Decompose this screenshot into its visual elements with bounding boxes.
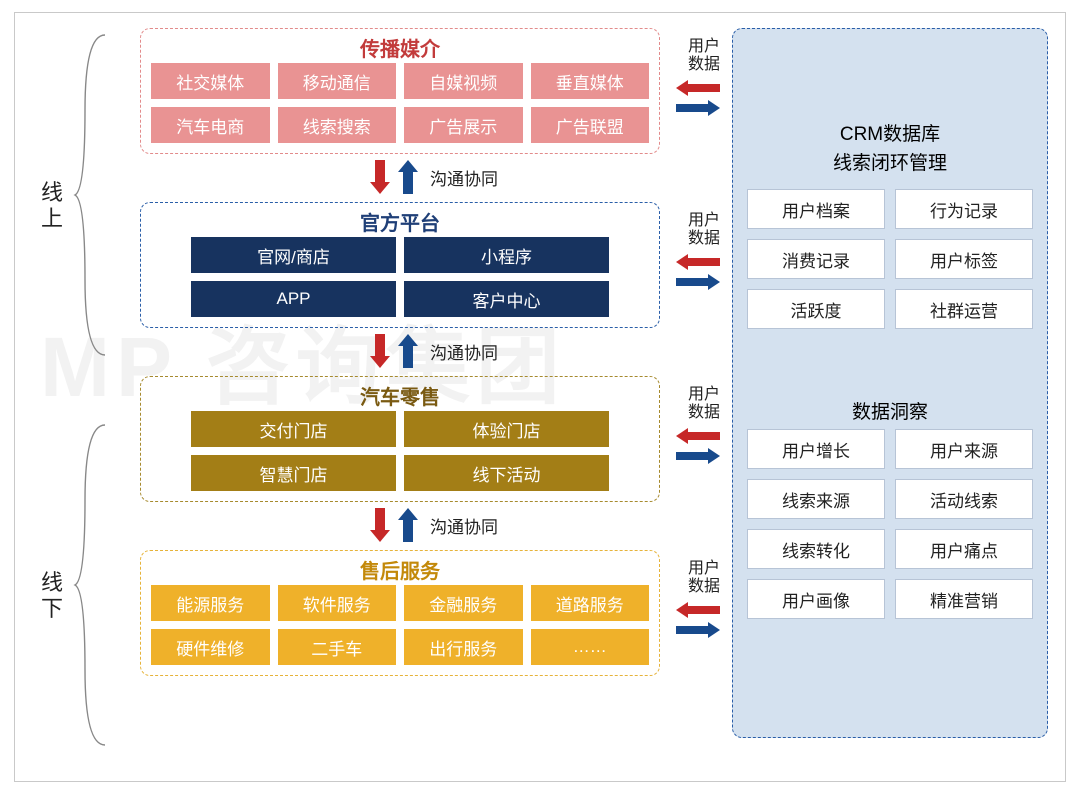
h-connector-label: 用户 数据	[684, 38, 724, 75]
arrow-left-icon	[676, 80, 720, 96]
arrow-right-icon	[676, 274, 720, 290]
grid-retail: 交付门店体验门店智慧门店线下活动	[151, 411, 649, 491]
arrow-up-icon	[398, 334, 418, 368]
arrow-left-icon	[676, 602, 720, 618]
arrow-down-icon	[370, 334, 390, 368]
cell-item: 垂直媒体	[531, 63, 650, 99]
crm-cell: 精准营销	[895, 579, 1033, 619]
cell-item: 客户中心	[404, 281, 609, 317]
section-service: 售后服务 能源服务软件服务金融服务道路服务硬件维修二手车出行服务……	[140, 550, 660, 676]
crm-cell: 用户痛点	[895, 529, 1033, 569]
arrow-down-icon	[370, 160, 390, 194]
arrow-left-icon	[676, 428, 720, 444]
cell-item: 社交媒体	[151, 63, 270, 99]
crm-cell: 用户档案	[747, 189, 885, 229]
brace-offline	[70, 420, 110, 750]
crm-title: CRM数据库 线索闭环管理	[733, 121, 1047, 178]
section-platform: 官方平台 官网/商店小程序APP客户中心	[140, 202, 660, 328]
cell-item: 广告展示	[404, 107, 523, 143]
crm-title-line: 线索闭环管理	[733, 150, 1047, 179]
crm-group-2: 用户增长用户来源线索来源活动线索线索转化用户痛点用户画像精准营销	[747, 429, 1033, 619]
brace-online	[70, 30, 110, 360]
crm-cell: 用户增长	[747, 429, 885, 469]
cell-item: 智慧门店	[191, 455, 396, 491]
cell-item: 线下活动	[404, 455, 609, 491]
char: 下	[38, 596, 66, 622]
h-connector-label: 用户 数据	[684, 386, 724, 423]
section-retail: 汽车零售 交付门店体验门店智慧门店线下活动	[140, 376, 660, 502]
crm-cell: 行为记录	[895, 189, 1033, 229]
cell-item: 自媒视频	[404, 63, 523, 99]
cell-item: 交付门店	[191, 411, 396, 447]
cell-item: 小程序	[404, 237, 609, 273]
section-title-retail: 汽车零售	[141, 375, 659, 410]
crm-title-line: CRM数据库	[733, 121, 1047, 150]
cell-item: 金融服务	[404, 585, 523, 621]
cell-item: 广告联盟	[531, 107, 650, 143]
crm-cell: 用户来源	[895, 429, 1033, 469]
h-connector-4	[676, 602, 720, 638]
section-title-media: 传播媒介	[141, 27, 659, 62]
connector-label: 沟通协同	[430, 339, 498, 364]
cell-item: 线索搜索	[278, 107, 397, 143]
crm-cell: 消费记录	[747, 239, 885, 279]
arrow-up-icon	[398, 160, 418, 194]
crm-cell: 用户画像	[747, 579, 885, 619]
arrow-right-icon	[676, 100, 720, 116]
grid-platform: 官网/商店小程序APP客户中心	[151, 237, 649, 317]
crm-cell: 用户标签	[895, 239, 1033, 279]
side-label-online: 线 上	[38, 180, 66, 233]
crm-cell: 活动线索	[895, 479, 1033, 519]
cell-item: 道路服务	[531, 585, 650, 621]
char: 线	[38, 570, 66, 596]
cell-item: 汽车电商	[151, 107, 270, 143]
crm-cell: 社群运营	[895, 289, 1033, 329]
h-connector-2	[676, 254, 720, 290]
cell-item: ……	[531, 629, 650, 665]
grid-media: 社交媒体移动通信自媒视频垂直媒体汽车电商线索搜索广告展示广告联盟	[151, 63, 649, 143]
char: 线	[38, 180, 66, 206]
side-label-offline: 线 下	[38, 570, 66, 623]
cell-item: 硬件维修	[151, 629, 270, 665]
section-title-service: 售后服务	[141, 549, 659, 584]
section-title-platform: 官方平台	[141, 201, 659, 236]
arrow-right-icon	[676, 448, 720, 464]
connector-3: 沟通协同	[370, 508, 498, 542]
arrow-left-icon	[676, 254, 720, 270]
cell-item: 能源服务	[151, 585, 270, 621]
crm-cell: 线索转化	[747, 529, 885, 569]
arrow-up-icon	[398, 508, 418, 542]
cell-item: 官网/商店	[191, 237, 396, 273]
cell-item: APP	[191, 281, 396, 317]
crm-group2-title: 数据洞察	[733, 397, 1047, 424]
crm-group-1: 用户档案行为记录消费记录用户标签活跃度社群运营	[747, 189, 1033, 329]
char: 上	[38, 206, 66, 232]
h-connector-3	[676, 428, 720, 464]
connector-1: 沟通协同	[370, 160, 498, 194]
connector-label: 沟通协同	[430, 513, 498, 538]
crm-cell: 活跃度	[747, 289, 885, 329]
crm-cell: 线索来源	[747, 479, 885, 519]
h-connector-label: 用户 数据	[684, 560, 724, 597]
cell-item: 出行服务	[404, 629, 523, 665]
section-media: 传播媒介 社交媒体移动通信自媒视频垂直媒体汽车电商线索搜索广告展示广告联盟	[140, 28, 660, 154]
cell-item: 体验门店	[404, 411, 609, 447]
arrow-right-icon	[676, 622, 720, 638]
h-connector-label: 用户 数据	[684, 212, 724, 249]
grid-service: 能源服务软件服务金融服务道路服务硬件维修二手车出行服务……	[151, 585, 649, 665]
cell-item: 软件服务	[278, 585, 397, 621]
connector-2: 沟通协同	[370, 334, 498, 368]
cell-item: 二手车	[278, 629, 397, 665]
connector-label: 沟通协同	[430, 165, 498, 190]
crm-panel: CRM数据库 线索闭环管理 用户档案行为记录消费记录用户标签活跃度社群运营 数据…	[732, 28, 1048, 738]
h-connector-1	[676, 80, 720, 116]
cell-item: 移动通信	[278, 63, 397, 99]
arrow-down-icon	[370, 508, 390, 542]
